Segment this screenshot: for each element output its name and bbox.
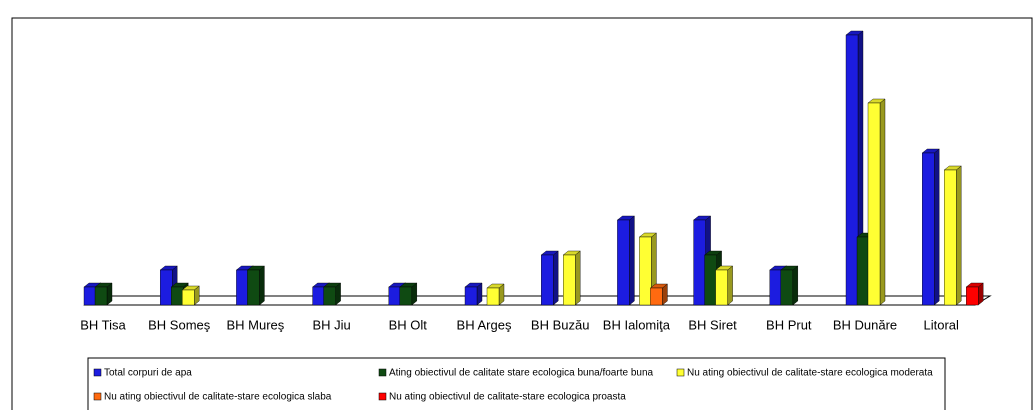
bar: [639, 236, 652, 306]
legend-label: Nu ating obiectivul de calitate-stare ec…: [104, 392, 332, 403]
bar: [83, 286, 97, 306]
bar: [464, 286, 478, 306]
legend-swatch: [378, 392, 387, 401]
bar: [922, 152, 935, 306]
legend-swatch: [676, 368, 685, 377]
bar: [159, 269, 173, 306]
bar: [966, 286, 979, 306]
x-tick-label: BH Buzău: [531, 317, 590, 332]
legend-label: Nu ating obiectivul de calitate-stare ec…: [687, 368, 933, 379]
bar: [312, 286, 325, 306]
bar: [867, 102, 881, 306]
bar-side: [575, 250, 581, 306]
bar: [704, 254, 717, 306]
bar: [715, 269, 728, 306]
legend-swatch: [93, 368, 102, 377]
x-tick-label: BH Tisa: [80, 317, 126, 332]
x-tick-label: BH Argeş: [457, 317, 512, 332]
bar: [323, 286, 336, 306]
bar: [856, 236, 870, 306]
x-tick-label: BH Siret: [688, 317, 737, 332]
x-tick-label: BH Ialomiţa: [603, 317, 671, 332]
bar: [541, 254, 554, 306]
bar: [769, 269, 782, 306]
x-tick-label: BH Someş: [148, 317, 211, 332]
bar: [563, 254, 576, 306]
bar: [94, 286, 108, 306]
bar: [780, 269, 793, 306]
x-tick-label: BH Olt: [389, 317, 428, 332]
x-tick-label: BH Mureş: [227, 317, 285, 332]
bar-side: [879, 98, 886, 306]
bar: [388, 286, 401, 306]
bar-side: [553, 250, 559, 306]
bar: [181, 289, 195, 306]
bar: [247, 269, 260, 306]
bar: [845, 34, 859, 306]
legend-frame: [87, 357, 946, 415]
legend-swatch: [378, 368, 387, 377]
bar-side: [629, 215, 635, 306]
legend-swatch: [93, 392, 102, 401]
bar-side: [727, 265, 733, 306]
legend-label: Ating obiectivul de calitate stare ecolo…: [389, 368, 654, 379]
bar-side: [934, 148, 940, 306]
legend-label: Nu ating obiectivul de calitate-stare ec…: [389, 392, 626, 403]
bar: [236, 269, 249, 306]
legend-label: Total corpuri de apa: [104, 368, 192, 379]
bar: [170, 286, 184, 306]
bar: [486, 287, 500, 306]
bar: [944, 169, 957, 306]
bar-side: [956, 165, 962, 306]
x-tick-label: BH Prut: [766, 317, 812, 332]
x-tick-label: BH Jiu: [312, 317, 350, 332]
bar: [650, 287, 663, 306]
x-tick-label: Litoral: [923, 317, 959, 332]
bar: [617, 219, 630, 306]
bar-side: [259, 265, 265, 306]
x-tick-label: BH Dunăre: [833, 317, 897, 332]
bar: [693, 219, 706, 306]
bar: [399, 286, 412, 306]
bar-side: [792, 265, 798, 306]
